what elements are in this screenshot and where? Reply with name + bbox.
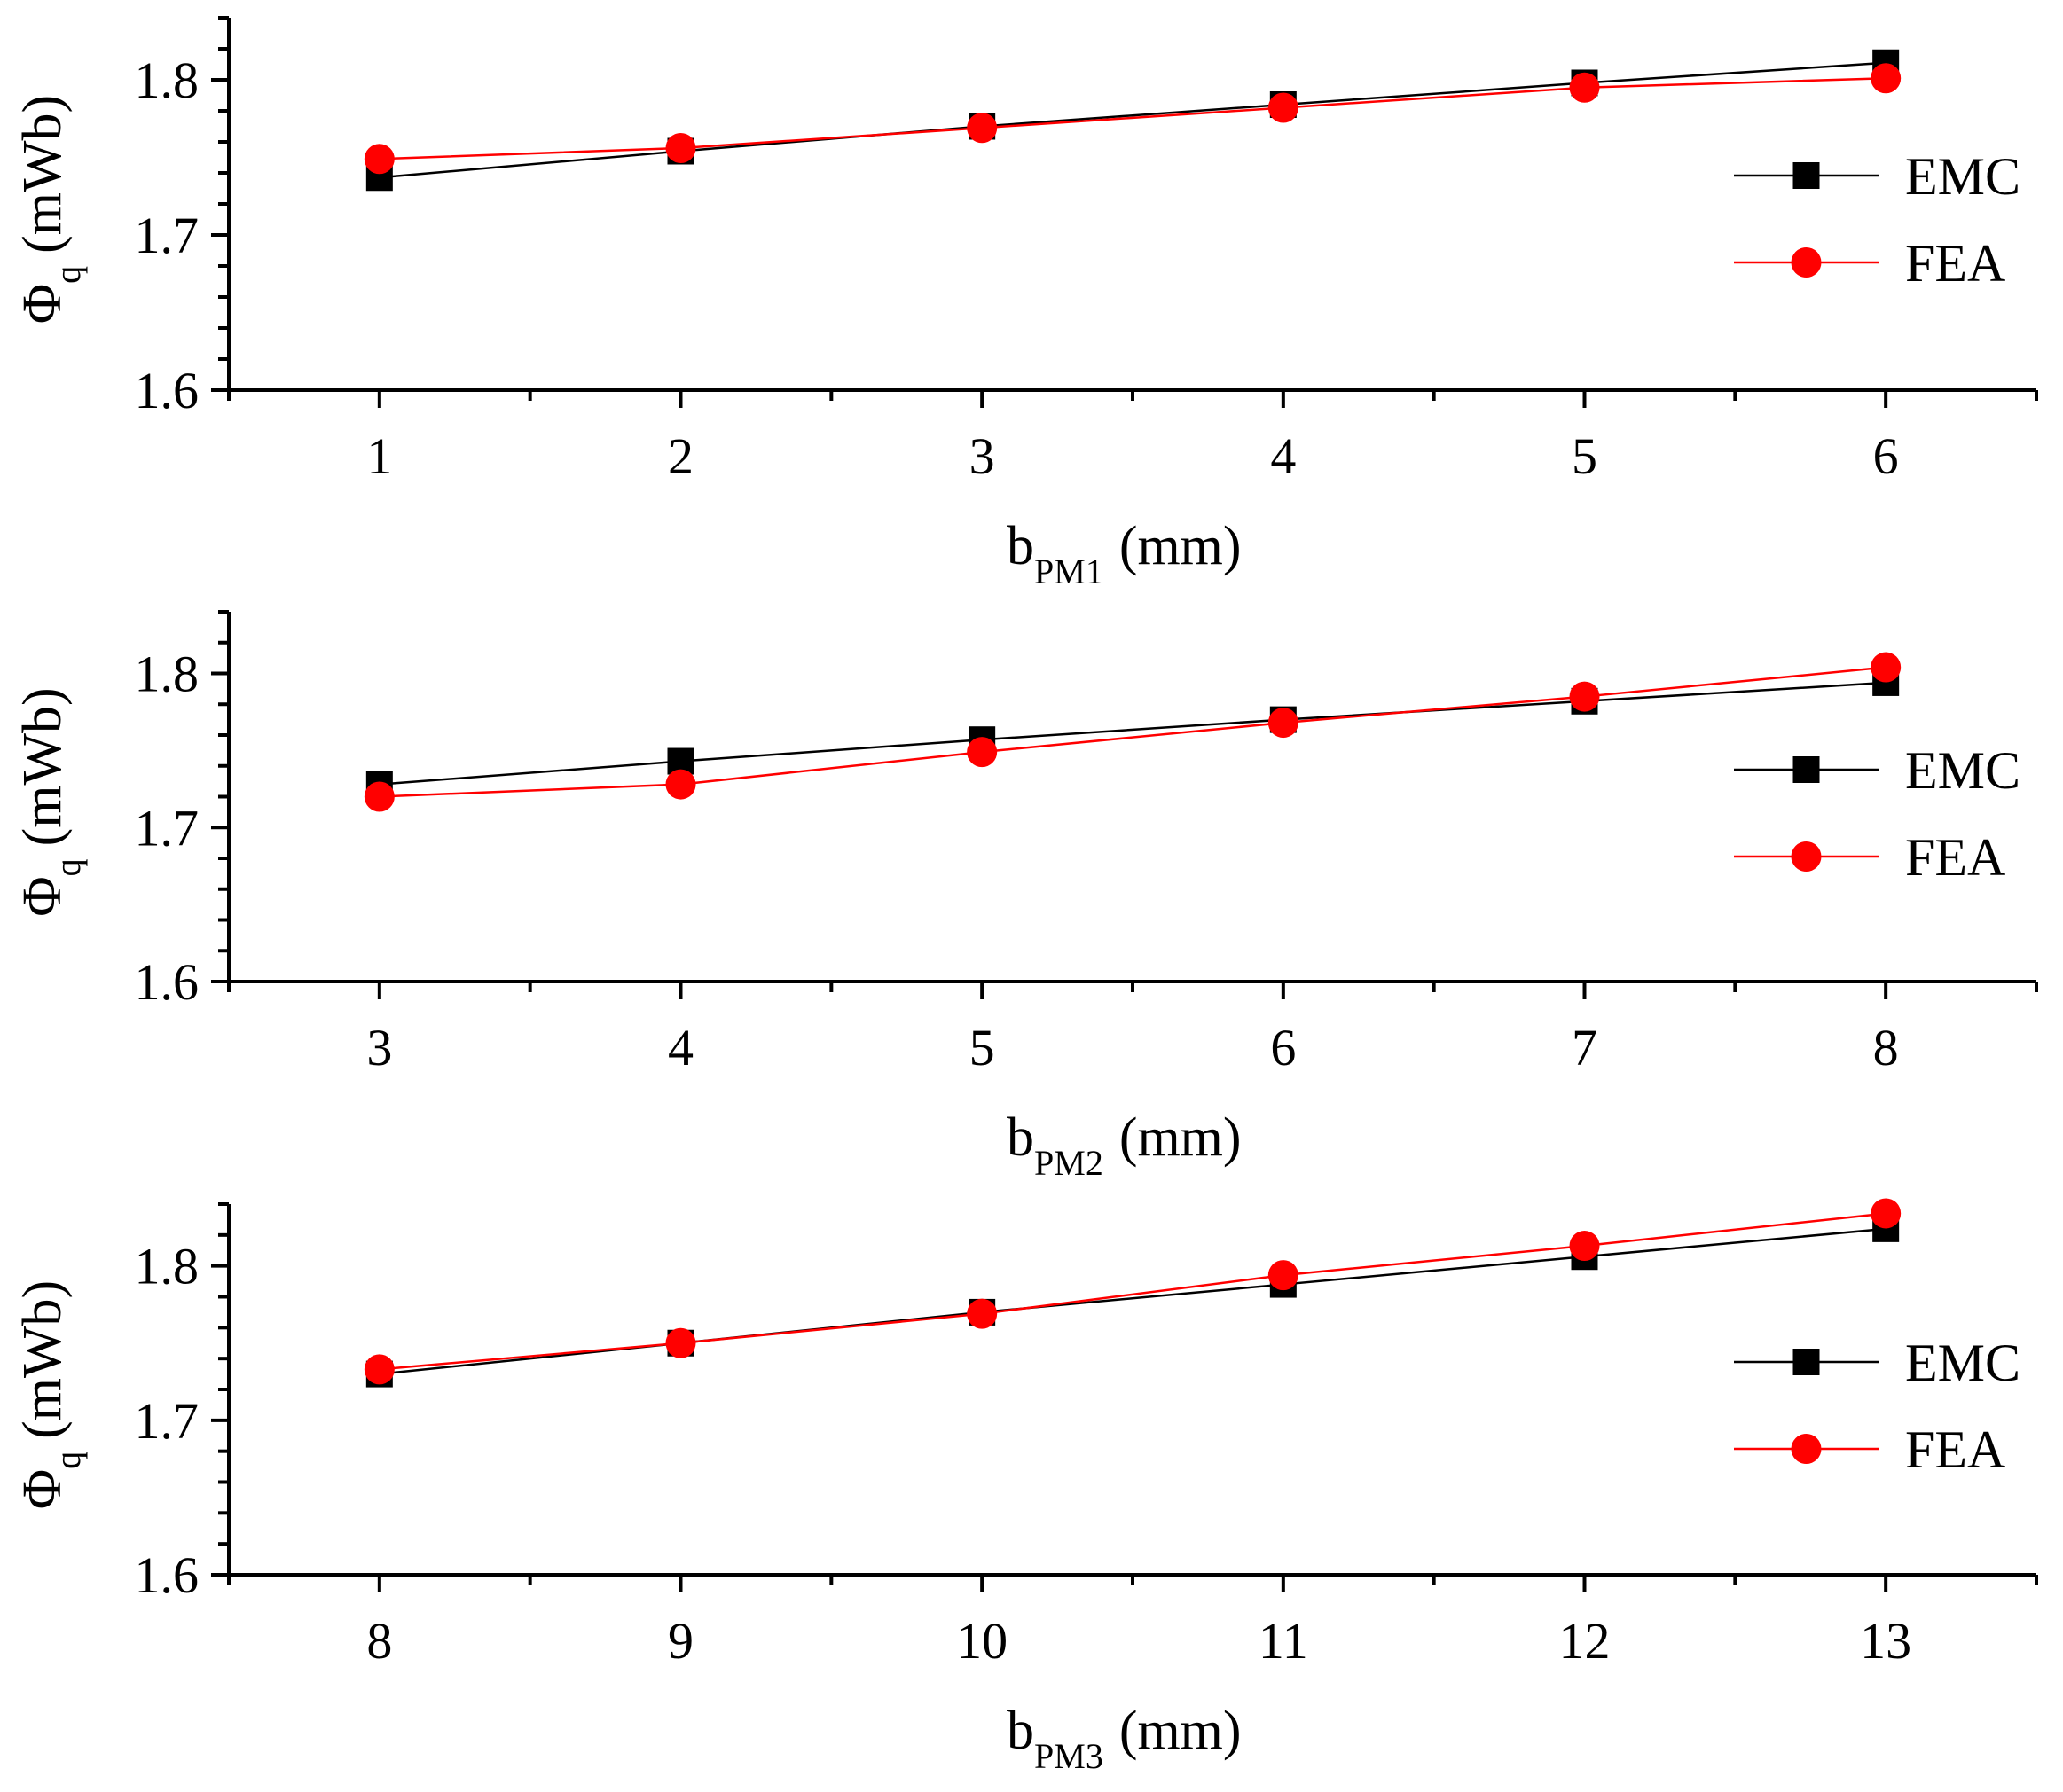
legend-label-emc: EMC (1905, 741, 2020, 800)
x-tick-label: 8 (1873, 1019, 1899, 1076)
x-tick-label: 6 (1270, 1019, 1296, 1076)
chart-panel-2: 1.6 1.7 1.8 3 4 5 6 7 8 bPM2 (mm) Φq (mWb) EMC FEA (12, 610, 2038, 1183)
y-tick-label: 1.6 (135, 953, 200, 1011)
x-tick-label: 10 (956, 1612, 1008, 1670)
legend-marker-fea (1791, 841, 1822, 872)
data-point-fea (1267, 1260, 1298, 1291)
legend-label-fea: FEA (1905, 234, 2005, 293)
legend-marker-emc (1792, 756, 1820, 783)
y-axis-title: Φq (mWb) (12, 1280, 88, 1509)
y-axis-title-sub: q (48, 266, 88, 284)
data-point-fea (1569, 1231, 1600, 1262)
y-tick-label: 1.7 (135, 799, 200, 857)
legend-label-fea: FEA (1905, 1420, 2005, 1479)
data-point-fea (1267, 708, 1298, 739)
x-tick-label: 11 (1259, 1612, 1308, 1670)
y-axis-title-unit: (mWb) (12, 1280, 73, 1439)
x-axis-title-main: b (1007, 516, 1034, 576)
y-axis-title-unit: (mWb) (12, 687, 73, 846)
data-point-fea (364, 1354, 395, 1385)
series-line-emc (379, 61, 1887, 179)
data-point-fea (1569, 72, 1600, 103)
x-tick-label: 2 (668, 427, 694, 485)
x-axis-title-unit: (mm) (1119, 1701, 1242, 1761)
series-line-fea (379, 77, 1887, 160)
x-tick-label: 1 (366, 427, 392, 485)
y-axis-title: Φq (mWb) (12, 95, 88, 324)
y-tick-label: 1.7 (135, 207, 200, 264)
y-tick-label: 1.6 (135, 1546, 200, 1604)
x-tick-label: 12 (1559, 1612, 1611, 1670)
data-point-fea (1267, 92, 1298, 123)
y-axis-title: Φq (mWb) (12, 687, 88, 916)
x-axis-title-main: b (1007, 1107, 1034, 1168)
data-point-fea (967, 113, 998, 144)
data-point-fea (665, 769, 696, 800)
legend-marker-emc (1792, 1349, 1820, 1375)
y-tick-label: 1.8 (135, 51, 200, 109)
x-tick-label: 4 (1270, 427, 1296, 485)
x-tick-label: 3 (969, 427, 995, 485)
data-point-fea (967, 737, 998, 768)
y-tick-label: 1.6 (135, 362, 200, 419)
x-axis-title: bPM1 (mm) (1007, 516, 1242, 591)
x-axis-title-sub: PM1 (1034, 552, 1103, 591)
x-axis-title: bPM2 (mm) (1007, 1107, 1242, 1183)
data-point-fea (967, 1298, 998, 1329)
legend-marker-fea (1791, 247, 1822, 278)
chart-panel-3: 1.6 1.7 1.8 8 9 10 11 12 13 bPM3 (mm) Φq (mWb) EMC FEA (12, 1198, 2038, 1776)
legend-label-fea: FEA (1905, 828, 2005, 887)
x-tick-label: 5 (969, 1019, 995, 1076)
series-line-fea (379, 1212, 1887, 1371)
y-axis-title-main: Φ (12, 876, 73, 916)
chart-panel-1: 1.6 1.7 1.8 1 2 3 4 5 6 bPM1 (mm) Φq (mWb) EMC FEA (12, 16, 2038, 591)
x-axis-title-main: b (1007, 1701, 1034, 1761)
data-point-fea (364, 781, 395, 812)
data-point-fea (1569, 681, 1600, 712)
data-point-fea (364, 144, 395, 175)
x-axis-title-unit: (mm) (1119, 1107, 1242, 1168)
x-axis-title-unit: (mm) (1119, 516, 1242, 576)
x-tick-label: 3 (366, 1019, 392, 1076)
y-axis-title-main: Φ (12, 1469, 73, 1509)
series-line-fea (379, 666, 1887, 798)
data-point-fea (665, 1327, 696, 1358)
x-tick-label: 6 (1873, 427, 1899, 485)
x-axis-title-sub: PM2 (1034, 1143, 1103, 1183)
data-point-fea (1871, 1198, 1902, 1229)
x-axis-title-sub: PM3 (1034, 1736, 1103, 1776)
y-axis-title-sub: q (48, 1452, 88, 1469)
data-point-fea (665, 133, 696, 163)
data-point-fea (1871, 63, 1902, 94)
legend-label-emc: EMC (1905, 1334, 2020, 1392)
x-tick-label: 9 (668, 1612, 694, 1670)
y-tick-label: 1.8 (135, 1238, 200, 1295)
data-point-fea (1871, 652, 1902, 683)
y-tick-label: 1.7 (135, 1392, 200, 1450)
x-tick-label: 5 (1572, 427, 1597, 485)
x-tick-label: 7 (1572, 1019, 1597, 1076)
x-axis-title: bPM3 (mm) (1007, 1701, 1242, 1776)
y-axis-title-sub: q (48, 858, 88, 876)
y-tick-label: 1.8 (135, 646, 200, 703)
y-axis-title-main: Φ (12, 284, 73, 324)
legend-label-emc: EMC (1905, 147, 2020, 206)
x-tick-label: 13 (1860, 1612, 1911, 1670)
x-tick-label: 8 (366, 1612, 392, 1670)
legend-marker-fea (1791, 1434, 1822, 1464)
y-axis-title-unit: (mWb) (12, 95, 73, 254)
series-line-emc (379, 681, 1887, 786)
x-tick-label: 4 (668, 1019, 694, 1076)
legend-marker-emc (1792, 162, 1820, 189)
series-line-emc (379, 1227, 1887, 1375)
